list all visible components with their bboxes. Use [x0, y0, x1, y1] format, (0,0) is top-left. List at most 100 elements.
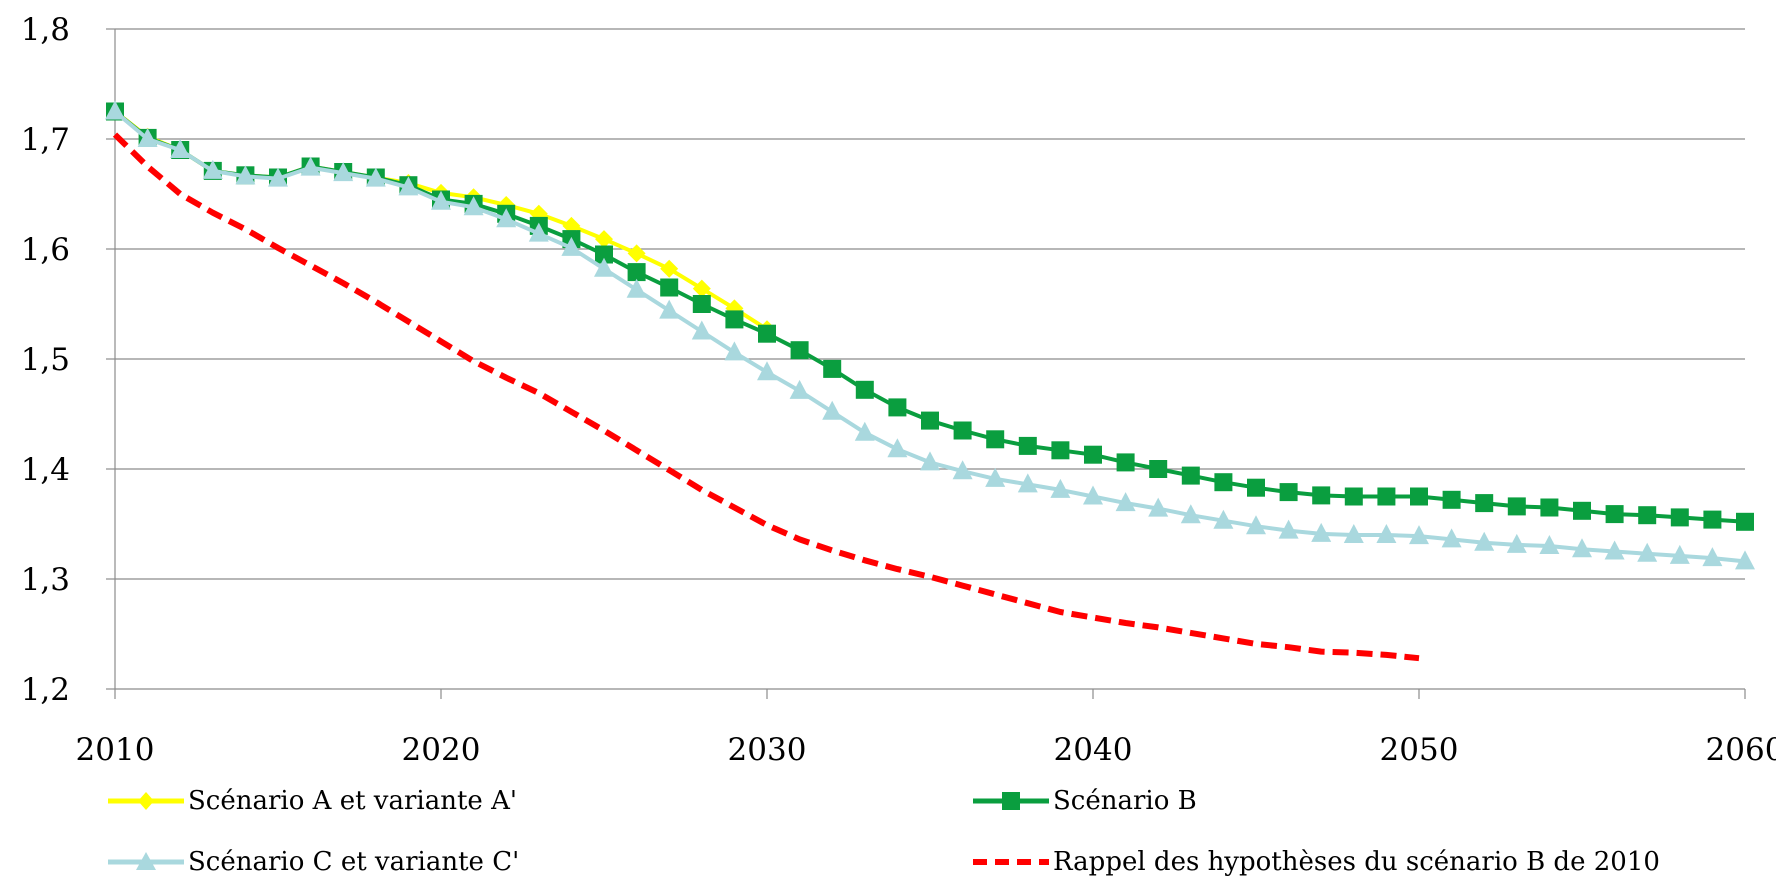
- data-point: [985, 467, 1006, 487]
- data-point: [1702, 547, 1723, 567]
- data-point: [594, 257, 614, 277]
- data-point: [887, 438, 908, 458]
- data-point: [170, 139, 191, 158]
- data-point: [1018, 436, 1037, 455]
- x-tick-label: 2020: [402, 732, 481, 768]
- y-tick-label: 1,8: [21, 12, 70, 48]
- data-point: [1669, 544, 1690, 564]
- y-tick-label: 1,3: [21, 562, 70, 598]
- data-point: [1377, 487, 1396, 506]
- series-rappel: [112, 132, 1420, 662]
- legend-label-scenario-c: Scénario C et variante C': [188, 847, 520, 877]
- series-group: [105, 100, 1755, 662]
- data-point: [1149, 460, 1168, 478]
- legend-swatch-rappel: [973, 859, 1049, 865]
- legend-item-scenario-c: Scénario C et variante C': [108, 847, 519, 877]
- y-tick-label: 1,4: [21, 452, 70, 488]
- data-point: [1278, 519, 1299, 539]
- data-point: [1246, 515, 1266, 535]
- data-point: [595, 230, 613, 249]
- data-point: [855, 380, 874, 399]
- data-point: [496, 208, 517, 228]
- data-point: [1442, 490, 1461, 509]
- data-point: [1735, 550, 1755, 570]
- data-point: [790, 341, 809, 360]
- y-axis-tick-labels: 1,2 1,3 1,4 1,5 1,6 1,7 1,8: [21, 12, 70, 708]
- data-point: [627, 263, 646, 282]
- data-point: [758, 324, 776, 343]
- data-point: [1017, 473, 1038, 493]
- data-point: [1474, 531, 1495, 551]
- data-point: [659, 299, 680, 319]
- data-point: [1180, 504, 1201, 524]
- data-point: [986, 430, 1005, 449]
- data-point: [398, 176, 419, 196]
- data-point: [627, 244, 646, 263]
- data-point: [1343, 524, 1364, 543]
- data-point: [1279, 483, 1298, 502]
- legend-label-scenario-b: Scénario B: [1053, 786, 1197, 816]
- data-point: [1638, 506, 1657, 525]
- data-point: [888, 398, 907, 417]
- data-point: [1214, 473, 1233, 492]
- data-point: [1181, 466, 1200, 485]
- data-point: [268, 167, 288, 187]
- data-point: [202, 159, 223, 179]
- data-point: [595, 245, 613, 264]
- data-point: [105, 100, 125, 120]
- data-point: [920, 451, 940, 471]
- data-point: [137, 128, 158, 147]
- data-point: [1247, 478, 1265, 497]
- data-point: [952, 460, 973, 480]
- series-line: [113, 109, 1747, 564]
- data-point: [1637, 542, 1658, 562]
- legend-label-rappel: Rappel des hypothèses du scénario B de 2…: [1053, 847, 1660, 877]
- data-point: [1344, 487, 1363, 506]
- data-point: [1083, 485, 1103, 505]
- data-point: [1506, 533, 1527, 553]
- data-point: [463, 196, 484, 216]
- data-point: [1539, 535, 1560, 554]
- data-point: [528, 222, 549, 242]
- data-point: [953, 421, 972, 440]
- data-point: [1670, 508, 1689, 527]
- data-point: [823, 359, 842, 378]
- legend-swatch-scenario-a: [108, 792, 184, 810]
- gridlines: [115, 28, 1745, 580]
- data-point: [660, 259, 679, 278]
- y-tick-label: 1,7: [21, 122, 70, 158]
- data-point: [431, 190, 451, 210]
- data-point: [1409, 525, 1429, 545]
- data-point: [789, 379, 810, 399]
- x-tick-label: 2060: [1706, 732, 1776, 768]
- data-point: [757, 361, 777, 381]
- data-point: [822, 400, 843, 420]
- data-point: [1115, 492, 1136, 512]
- x-tick-label: 2050: [1380, 732, 1459, 768]
- data-point: [1736, 512, 1754, 531]
- data-point: [1605, 505, 1624, 524]
- data-point: [1507, 497, 1526, 516]
- data-point: [1051, 441, 1070, 460]
- data-point: [1148, 497, 1169, 517]
- x-tick-label: 2030: [728, 732, 807, 768]
- series-scenario-a: [106, 102, 776, 339]
- x-axis-tick-labels: 2010 2020 2030 2040 2050 2060: [76, 732, 1776, 768]
- data-point: [854, 421, 875, 441]
- data-point: [300, 156, 321, 176]
- data-point: [1441, 528, 1462, 548]
- data-point: [921, 411, 939, 430]
- y-tick-label: 1,6: [21, 232, 70, 268]
- legend-label-scenario-a: Scénario A et variante A': [188, 786, 518, 816]
- data-point: [692, 295, 711, 313]
- legend-item-scenario-a: Scénario A et variante A': [108, 786, 517, 816]
- data-point: [1573, 501, 1591, 520]
- legend-item-rappel: Rappel des hypothèses du scénario B de 2…: [973, 847, 1660, 877]
- legend-swatch-scenario-c: [108, 852, 184, 870]
- data-point: [626, 278, 647, 298]
- data-point: [1116, 453, 1135, 472]
- data-point: [725, 310, 744, 329]
- data-point: [1311, 522, 1332, 542]
- data-point: [1540, 498, 1559, 517]
- data-point: [1050, 478, 1071, 498]
